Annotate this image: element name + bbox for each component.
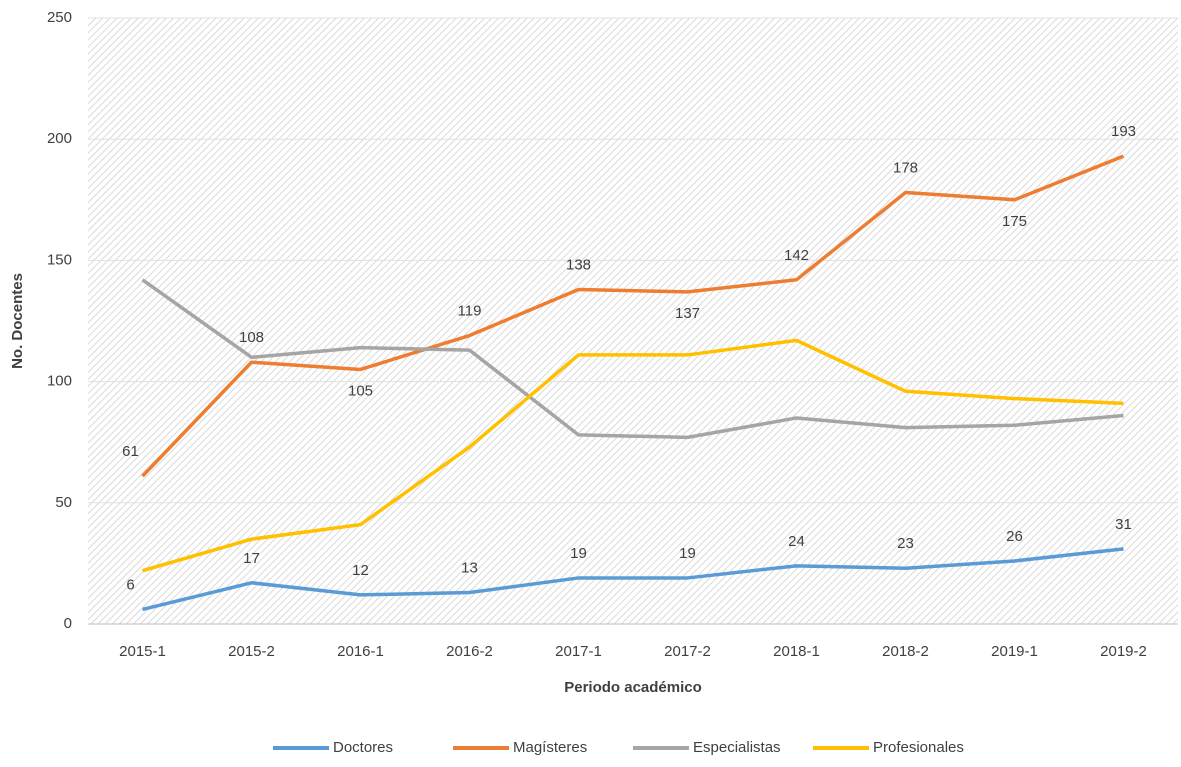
data-label: 193 [1111,123,1136,140]
data-label: 105 [348,382,373,399]
y-tick-label: 0 [64,615,72,632]
series-line [142,338,1124,573]
y-tick-label: 100 [47,373,72,390]
y-axis-title: No. Docentes [9,273,26,369]
x-tick-label: 2017-1 [555,643,602,660]
series-line [141,154,1125,478]
x-tick-label: 2019-2 [1100,643,1147,660]
x-axis-title: Periodo académico [564,679,702,696]
data-label: 142 [784,247,809,264]
legend-label: Magísteres [513,739,587,756]
data-label: 26 [1006,528,1023,545]
data-label: 178 [893,159,918,176]
x-tick-label: 2018-1 [773,643,820,660]
legend-label: Doctores [333,739,393,756]
data-label: 137 [675,305,700,322]
x-tick-label: 2015-2 [228,643,275,660]
data-label: 23 [897,535,914,552]
data-label: 13 [461,559,478,576]
x-tick-label: 2018-2 [882,643,929,660]
data-label: 24 [788,533,805,550]
legend-label: Especialistas [693,739,781,756]
data-label: 138 [566,256,591,273]
data-label: 31 [1115,516,1132,533]
x-tick-label: 2019-1 [991,643,1038,660]
data-label: 108 [239,329,264,346]
legend-label: Profesionales [873,739,964,756]
y-tick-label: 200 [47,130,72,147]
data-label: 17 [243,550,260,567]
plot-area [88,18,1178,624]
data-label: 12 [352,562,369,579]
x-tick-label: 2015-1 [119,643,166,660]
data-label: 119 [458,303,482,320]
x-tick-label: 2017-2 [664,643,711,660]
data-label: 6 [126,576,134,593]
data-label: 175 [1002,213,1027,230]
data-label: 61 [122,443,139,460]
series-line [141,278,1124,440]
y-tick-label: 50 [55,494,72,511]
series-line [142,547,1124,612]
x-tick-label: 2016-2 [446,643,493,660]
data-label: 19 [679,545,696,562]
data-label: 19 [570,545,587,562]
y-tick-label: 150 [47,251,72,268]
y-tick-label: 250 [47,9,72,26]
x-tick-label: 2016-1 [337,643,384,660]
